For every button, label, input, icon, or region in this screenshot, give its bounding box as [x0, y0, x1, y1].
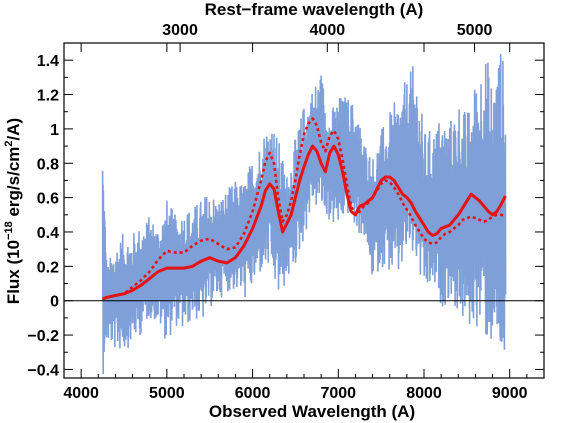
observed-spectrum	[101, 53, 507, 374]
x-axis-title: Observed Wavelength (A)	[209, 402, 415, 421]
x-tick-label: 6000	[235, 385, 271, 402]
y-axis-title: Flux (10−18 erg/s/cm2/A)	[3, 118, 23, 304]
series-layer	[101, 53, 507, 374]
y-tick-label: 1.2	[37, 88, 59, 105]
y-axis-title-tail: /A)	[4, 118, 23, 141]
x2-tick-label: 4000	[310, 22, 346, 39]
x2-axis-title: Rest−frame wavelength (A)	[205, 0, 424, 19]
y-tick-label: 0.8	[37, 156, 59, 173]
ticks-layer: 4000 5000 6000 7000 8000 9000 3000 4000 5000 −0.4…	[27, 22, 545, 402]
y-axis-title-units: erg/s/cm	[4, 147, 23, 222]
x2-tick-label: 3000	[162, 22, 198, 39]
y-tick-label: −0.4	[27, 362, 59, 379]
x-tick-label: 5000	[149, 385, 185, 402]
x2-tick-label: 5000	[457, 22, 493, 39]
y-tick-label: 0.4	[37, 225, 59, 242]
y-tick-label: 1.4	[37, 53, 59, 70]
x-tick-label: 7000	[320, 385, 356, 402]
x-tick-label: 8000	[406, 385, 442, 402]
y-axis-title-units-exponent: 2	[3, 140, 15, 146]
y-tick-label: 0.2	[37, 259, 59, 276]
x-tick-label: 4000	[63, 385, 99, 402]
y-axis-title-exponent: −18	[3, 221, 15, 240]
y-tick-label: −0.2	[27, 328, 59, 345]
y-axis-title-text: Flux (10	[4, 240, 23, 304]
model-curve-solid	[102, 144, 507, 301]
y-tick-label: 0.6	[37, 191, 59, 208]
y-tick-label: 1	[50, 122, 59, 139]
x-tick-label: 9000	[492, 385, 528, 402]
model-curve-dotted	[102, 117, 506, 301]
y-tick-label: 0	[50, 294, 59, 311]
